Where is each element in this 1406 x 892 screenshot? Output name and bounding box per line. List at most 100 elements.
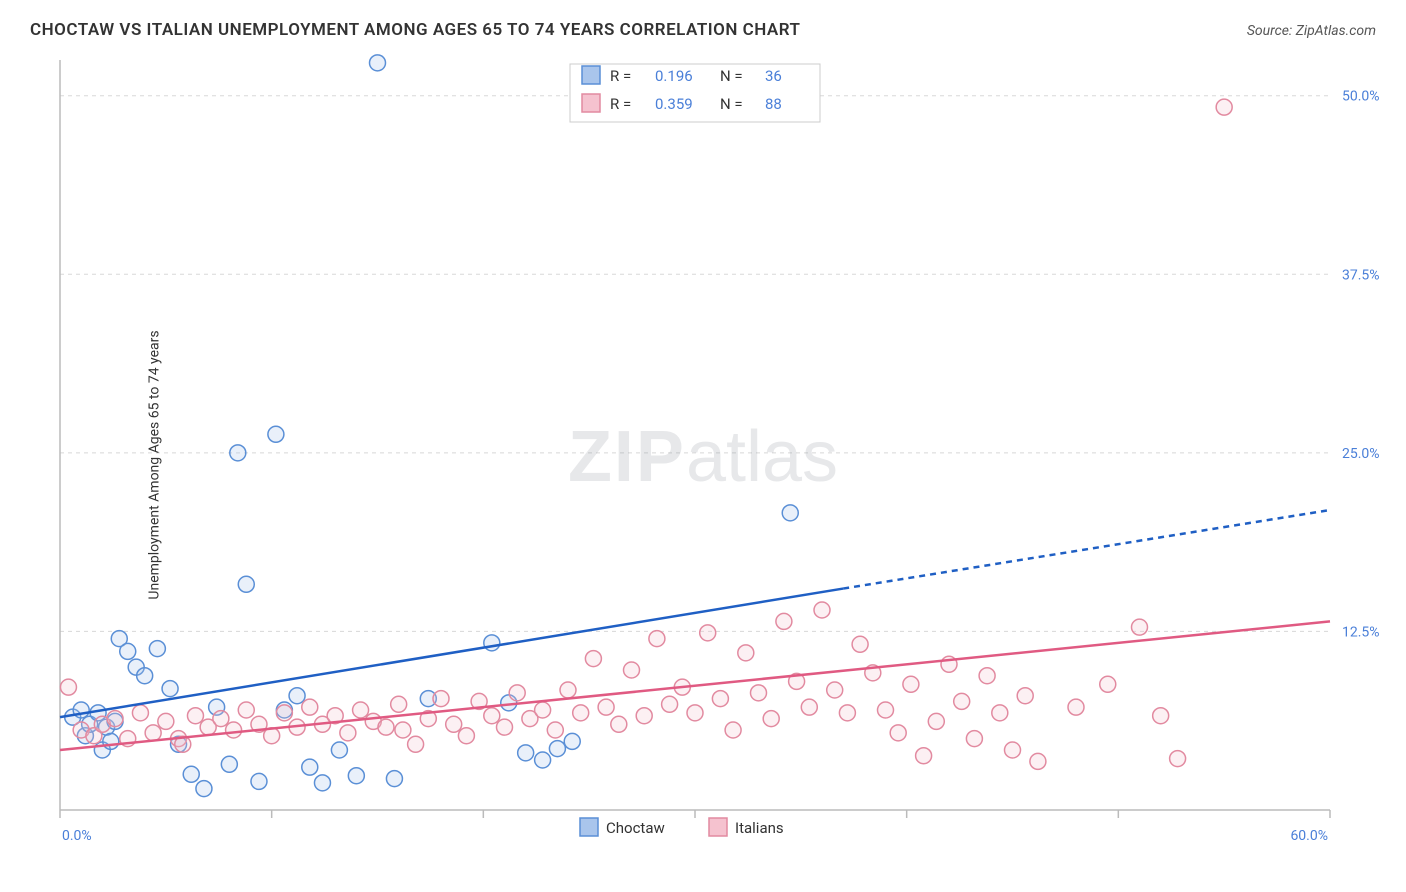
scatter-point: [547, 722, 563, 738]
scatter-point: [289, 688, 305, 704]
scatter-point: [509, 685, 525, 701]
scatter-point: [649, 631, 665, 647]
legend-n-label: N =: [720, 95, 743, 113]
scatter-point: [187, 708, 203, 724]
scatter-point: [145, 725, 161, 741]
x-tick-label: 60.0%: [1290, 828, 1328, 844]
scatter-point: [458, 728, 474, 744]
scatter-point: [598, 699, 614, 715]
scatter-point: [814, 602, 830, 618]
scatter-point: [700, 625, 716, 641]
chart-area: Unemployment Among Ages 65 to 74 years 1…: [0, 50, 1406, 880]
scatter-point: [433, 691, 449, 707]
scatter-point: [966, 731, 982, 747]
scatter-point: [302, 699, 318, 715]
scatter-point: [573, 705, 589, 721]
scatter-chart: 12.5%25.0%37.5%50.0%0.0%60.0%R =0.196N =…: [0, 50, 1406, 880]
scatter-point: [636, 708, 652, 724]
scatter-point: [149, 641, 165, 657]
scatter-point: [137, 668, 153, 684]
legend-series-label: Choctaw: [606, 819, 665, 837]
scatter-point: [1132, 619, 1148, 635]
scatter-point: [238, 702, 254, 718]
chart-title: CHOCTAW VS ITALIAN UNEMPLOYMENT AMONG AG…: [30, 20, 801, 40]
scatter-point: [378, 719, 394, 735]
scatter-point: [395, 722, 411, 738]
scatter-point: [992, 705, 1008, 721]
scatter-point: [916, 748, 932, 764]
scatter-point: [782, 505, 798, 521]
scatter-point: [1030, 753, 1046, 769]
scatter-point: [852, 636, 868, 652]
scatter-point: [484, 635, 500, 651]
y-axis-label: Unemployment Among Ages 65 to 74 years: [147, 330, 163, 599]
scatter-point: [518, 745, 534, 761]
y-tick-label: 37.5%: [1342, 267, 1380, 283]
scatter-point: [226, 722, 242, 738]
scatter-point: [535, 702, 551, 718]
scatter-point: [1068, 699, 1084, 715]
correlation-legend: [570, 64, 820, 122]
scatter-point: [560, 682, 576, 698]
scatter-point: [314, 775, 330, 791]
scatter-point: [928, 713, 944, 729]
scatter-point: [446, 716, 462, 732]
scatter-point: [954, 693, 970, 709]
scatter-point: [1100, 676, 1116, 692]
scatter-point: [1153, 708, 1169, 724]
scatter-point: [196, 781, 212, 797]
scatter-point: [370, 55, 386, 71]
scatter-point: [611, 716, 627, 732]
scatter-point: [230, 445, 246, 461]
scatter-point: [725, 722, 741, 738]
scatter-point: [712, 691, 728, 707]
scatter-point: [1005, 742, 1021, 758]
scatter-point: [535, 752, 551, 768]
scatter-point: [585, 651, 601, 667]
scatter-point: [391, 696, 407, 712]
scatter-point: [107, 711, 123, 727]
scatter-point: [60, 679, 76, 695]
legend-swatch: [582, 94, 600, 112]
scatter-point: [353, 702, 369, 718]
legend-n-label: N =: [720, 67, 743, 85]
scatter-point: [103, 733, 119, 749]
title-row: CHOCTAW VS ITALIAN UNEMPLOYMENT AMONG AG…: [0, 0, 1406, 50]
scatter-point: [484, 708, 500, 724]
scatter-point: [162, 681, 178, 697]
scatter-point: [213, 711, 229, 727]
scatter-point: [827, 682, 843, 698]
scatter-point: [348, 768, 364, 784]
trend-line-extrapolated: [843, 510, 1330, 589]
scatter-point: [238, 576, 254, 592]
scatter-point: [801, 699, 817, 715]
scatter-point: [408, 736, 424, 752]
scatter-point: [340, 725, 356, 741]
source-label: Source: ZipAtlas.com: [1247, 23, 1376, 39]
y-tick-label: 12.5%: [1342, 624, 1380, 640]
scatter-point: [549, 741, 565, 757]
scatter-point: [1170, 751, 1186, 767]
legend-n-value: 88: [765, 95, 782, 113]
legend-n-value: 36: [765, 67, 782, 85]
legend-swatch: [580, 818, 598, 836]
scatter-point: [776, 613, 792, 629]
y-tick-label: 25.0%: [1342, 446, 1380, 462]
scatter-point: [268, 426, 284, 442]
scatter-point: [183, 766, 199, 782]
scatter-point: [386, 771, 402, 787]
scatter-point: [302, 759, 318, 775]
scatter-point: [251, 773, 267, 789]
legend-series-label: Italians: [735, 819, 784, 837]
scatter-point: [331, 742, 347, 758]
scatter-point: [903, 676, 919, 692]
scatter-point: [878, 702, 894, 718]
legend-r-value: 0.359: [655, 95, 693, 113]
scatter-point: [751, 685, 767, 701]
scatter-point: [497, 719, 513, 735]
scatter-point: [564, 733, 580, 749]
scatter-point: [1017, 688, 1033, 704]
scatter-point: [1216, 99, 1232, 115]
legend-r-label: R =: [610, 95, 631, 113]
legend-swatch: [709, 818, 727, 836]
